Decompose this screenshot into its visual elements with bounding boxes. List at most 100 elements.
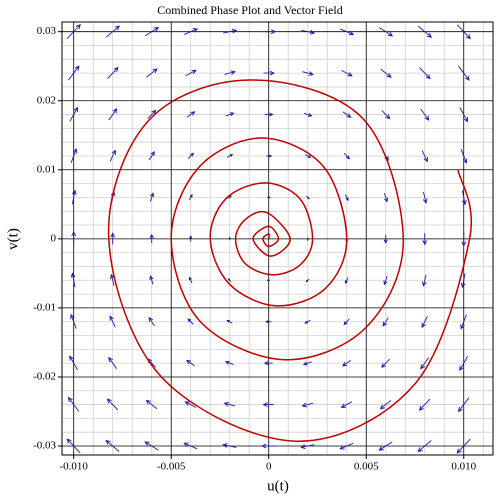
field-arrow	[264, 112, 274, 117]
field-arrow	[144, 26, 160, 37]
field-arrow	[383, 234, 388, 245]
field-arrow	[222, 443, 237, 448]
y-tick-label: -0.02	[33, 370, 56, 382]
field-arrow	[304, 154, 312, 158]
y-tick-label: 0.03	[37, 25, 57, 37]
field-arrow	[304, 319, 311, 324]
field-arrow	[301, 29, 316, 35]
field-arrow	[420, 108, 430, 121]
field-arrow	[70, 272, 76, 288]
field-arrow	[145, 399, 158, 410]
field-arrow	[302, 71, 314, 76]
field-arrow	[461, 190, 467, 206]
field-arrow	[70, 148, 78, 164]
field-arrow	[339, 442, 354, 450]
field-arrow	[223, 28, 238, 34]
field-arrow	[378, 441, 393, 451]
field-arrow	[105, 439, 120, 452]
y-tick-label: 0	[51, 232, 57, 244]
y-axis-label: v(t)	[5, 228, 21, 250]
y-tick-label: -0.03	[33, 440, 56, 452]
field-arrow	[261, 443, 276, 449]
field-arrow	[421, 150, 428, 163]
field-arrow	[380, 68, 392, 78]
field-arrow	[147, 109, 157, 119]
field-arrow	[342, 111, 352, 118]
field-arrow	[417, 25, 433, 38]
field-arrow	[300, 444, 315, 449]
field-arrow	[226, 319, 233, 324]
field-arrow	[265, 320, 272, 324]
field-arrow	[381, 110, 391, 120]
field-arrow	[422, 233, 428, 246]
field-arrow	[460, 148, 468, 164]
field-arrow	[185, 359, 195, 367]
field-arrow	[144, 441, 159, 451]
x-tick-label: 0.010	[451, 461, 476, 473]
field-arrow	[267, 196, 272, 199]
field-arrow	[105, 25, 120, 38]
field-arrow	[189, 193, 193, 201]
x-tick-label: 0	[266, 461, 272, 473]
field-arrow	[384, 193, 389, 203]
y-tick-label: 0.02	[37, 94, 56, 106]
field-arrow	[458, 65, 470, 81]
field-arrow	[187, 318, 194, 325]
field-arrow	[71, 230, 77, 246]
field-arrow	[343, 152, 351, 160]
field-arrow	[381, 358, 390, 369]
field-arrow	[189, 235, 193, 242]
field-arrow	[223, 401, 236, 407]
x-tick-label: 0.005	[354, 461, 379, 473]
field-arrow	[383, 275, 388, 286]
field-arrow	[421, 274, 427, 287]
field-arrow	[303, 112, 313, 117]
x-tick-label: -0.010	[59, 461, 88, 473]
field-arrow	[262, 402, 274, 407]
field-arrow	[228, 236, 231, 241]
field-arrow	[188, 276, 193, 284]
field-arrow	[341, 69, 353, 77]
field-arrow	[71, 189, 77, 205]
field-arrow	[422, 191, 428, 204]
field-arrow	[67, 396, 80, 412]
field-arrow	[186, 111, 196, 118]
field-arrow	[379, 400, 392, 410]
field-arrow	[68, 65, 80, 81]
field-arrow	[108, 356, 117, 369]
field-arrow	[146, 68, 158, 78]
field-arrow	[340, 28, 355, 36]
y-tick-label: 0.01	[37, 163, 56, 175]
field-arrow	[107, 66, 119, 79]
field-arrow	[459, 107, 469, 123]
field-arrow	[148, 316, 155, 327]
field-arrow	[263, 361, 273, 366]
field-arrow	[266, 279, 271, 282]
field-arrow	[69, 355, 79, 371]
field-arrow	[306, 195, 310, 200]
field-arrow	[419, 67, 431, 80]
x-axis-label: u(t)	[267, 478, 289, 494]
field-arrow	[110, 232, 116, 245]
field-arrow	[263, 70, 275, 76]
field-arrow	[109, 315, 116, 328]
field-arrow	[106, 398, 119, 411]
field-arrow	[302, 361, 312, 366]
field-arrow	[460, 314, 467, 330]
field-arrow	[456, 438, 471, 454]
field-arrow	[460, 273, 466, 289]
field-arrow	[459, 356, 469, 371]
field-arrow	[184, 401, 197, 408]
field-arrow	[420, 357, 430, 370]
field-arrow	[378, 27, 394, 37]
field-arrow	[305, 278, 310, 283]
field-arrow	[149, 275, 154, 285]
chart-title: Combined Phase Plot and Vector Field	[157, 3, 342, 17]
field-arrow	[421, 315, 428, 329]
field-arrow	[461, 231, 467, 247]
field-arrow	[340, 401, 353, 408]
field-arrow	[183, 442, 198, 450]
field-arrow	[149, 192, 155, 202]
